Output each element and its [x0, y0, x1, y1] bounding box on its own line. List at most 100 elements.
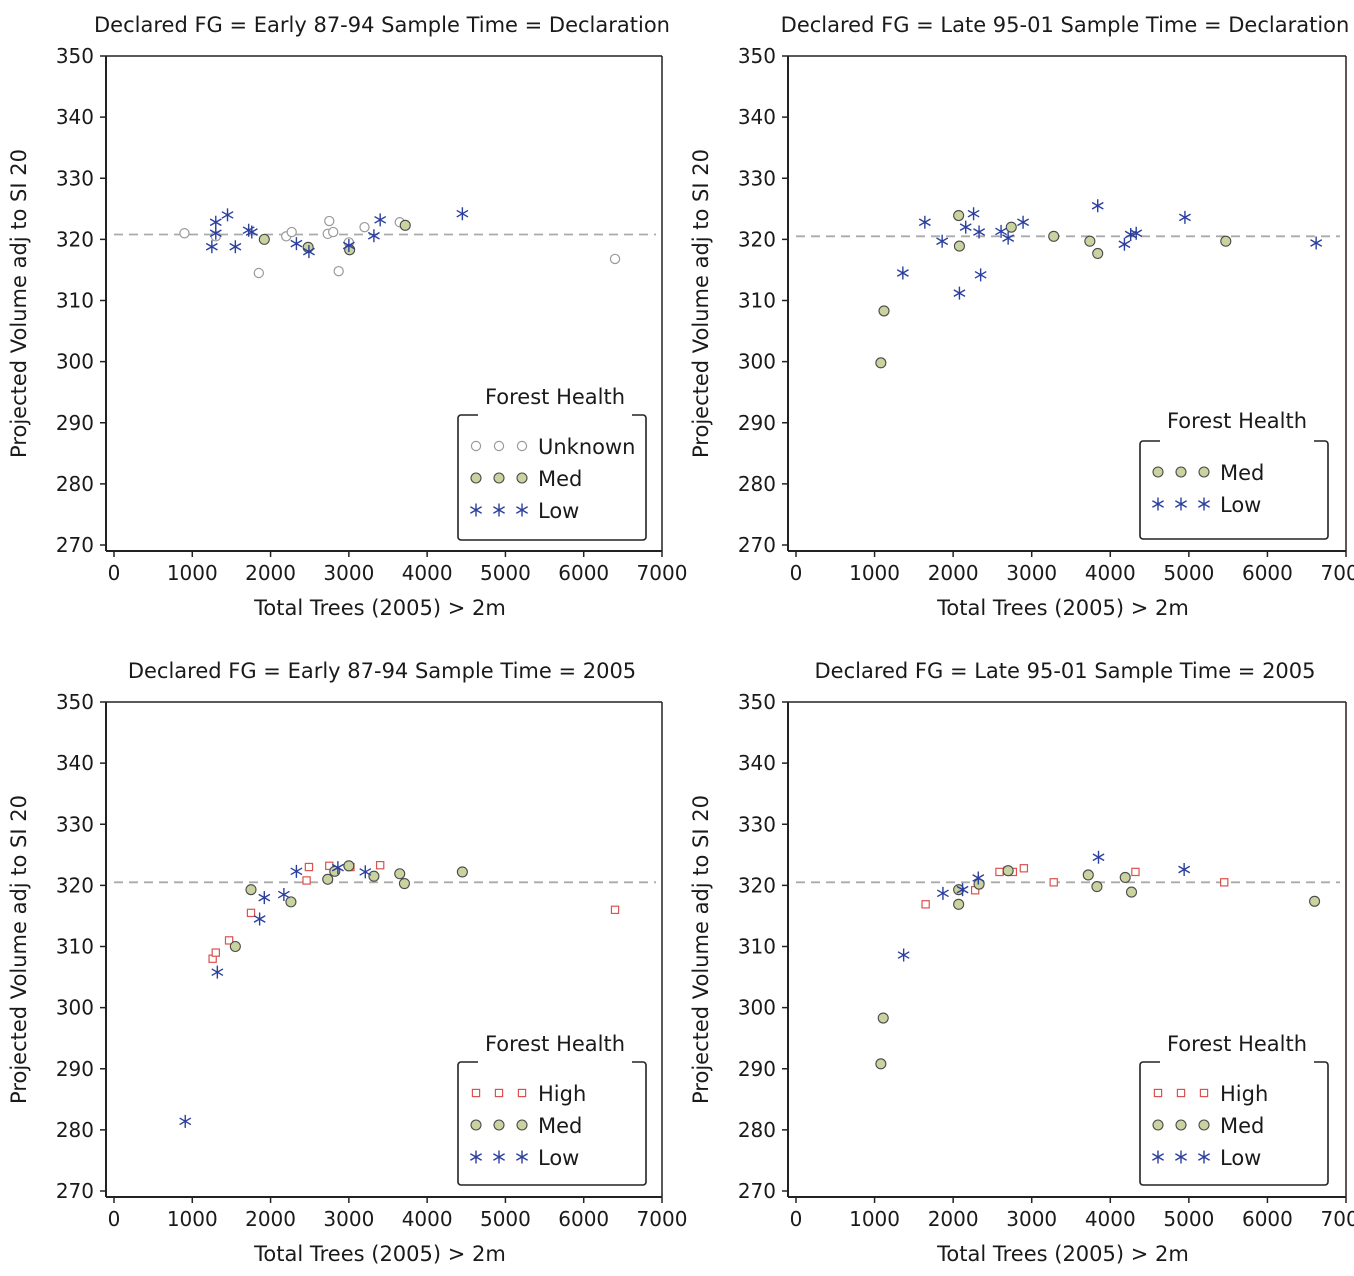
chart-1-point-unknown-shape: [179, 228, 190, 239]
chart-4-xtick-label: 0: [790, 1207, 803, 1231]
chart-2-point-low-shape: [967, 207, 980, 221]
chart-1-legend-marker-low-shape: [493, 503, 505, 517]
chart-2-point-med-shape: [1048, 230, 1060, 242]
chart-4-xtick-label: 2000: [928, 1207, 979, 1231]
chart-4-point-low: [956, 883, 969, 897]
chart-4-x-label: Total Trees (2005) > 2m: [936, 1242, 1189, 1266]
chart-1-point-unknown: [328, 226, 339, 238]
chart-1-xtick-label: 7000: [637, 561, 688, 585]
chart-1-legend-marker-unknown-shape: [470, 440, 482, 452]
chart-2-point-med-shape: [953, 209, 965, 222]
chart-2-ytick-label: 340: [738, 105, 776, 129]
chart-4-point-high-shape: [1131, 867, 1140, 877]
chart-4-legend-label-high: High: [1220, 1082, 1268, 1106]
chart-4-point-med: [1309, 895, 1321, 907]
chart-3-ytick-label: 290: [56, 1057, 94, 1081]
chart-3-point-low: [290, 864, 303, 878]
chart-4-ytick-label: 320: [738, 873, 776, 897]
chart-4-point-low: [897, 948, 910, 962]
chart-1-legend: Forest Health Unknown Med Low: [457, 385, 647, 541]
chart-1-ytick-label: 270: [56, 533, 94, 557]
chart-2-point-med-shape: [875, 357, 887, 369]
chart-4-point-low-shape: [956, 883, 969, 897]
chart-1-point-low: [290, 237, 303, 251]
chart-2-point-low-shape: [1002, 231, 1015, 245]
chart-2-point-med-shape: [1220, 235, 1232, 247]
chart-2-point-low: [973, 225, 986, 239]
chart-1-legend-marker-unknown-shape: [516, 440, 528, 452]
chart-3-point-med-shape: [285, 896, 297, 908]
chart-1-point-low-shape: [245, 225, 258, 239]
chart-4-ytick-label: 310: [738, 935, 776, 959]
chart-2-y-label: Projected Volume adj to SI 20: [689, 149, 713, 458]
chart-2-point-med: [953, 240, 965, 252]
chart-1-legend-label-unknown: Unknown: [538, 435, 635, 459]
chart-3-legend-marker-med: [470, 1119, 482, 1131]
chart-3-legend-marker-high: [517, 1088, 527, 1098]
chart-4-point-high-shape: [1049, 878, 1058, 887]
chart-2-ytick-label: 350: [738, 44, 776, 68]
chart-3-point-low-shape: [179, 1114, 192, 1128]
chart-4-point-high-shape: [1019, 864, 1029, 873]
chart-4-point-high-shape: [921, 900, 930, 909]
chart-3-point-low-shape: [258, 891, 271, 905]
chart-2-legend-marker-low: [1152, 497, 1164, 511]
chart-3-point-med-shape: [456, 866, 468, 878]
chart-2-point-low: [1002, 231, 1015, 245]
chart-4-point-med: [875, 1058, 887, 1070]
chart-4-point-med: [1082, 869, 1094, 881]
chart-2-ytick-label: 320: [738, 227, 776, 251]
chart-3-point-med-shape: [245, 884, 257, 896]
chart-2-point-med: [1005, 221, 1017, 233]
chart-3-xtick-label: 7000: [637, 1207, 688, 1231]
chart-2-title: Declared FG = Late 95-01 Sample Time = D…: [781, 13, 1350, 37]
chart-2-xtick-label: 5000: [1163, 561, 1214, 585]
chart-4-point-med: [1119, 871, 1131, 883]
chart-3-ytick-label: 320: [56, 873, 94, 897]
chart-3-point-med: [245, 884, 257, 896]
chart-1-xtick-label: 3000: [323, 561, 374, 585]
chart-2-xtick-label: 3000: [1006, 561, 1057, 585]
chart-4-point-low: [1092, 850, 1105, 864]
chart-1-xtick-label: 1000: [167, 561, 218, 585]
chart-3-legend-label-high: High: [538, 1082, 586, 1106]
chart-4-xtick-label: 3000: [1006, 1207, 1057, 1231]
chart-1-point-unknown: [286, 226, 297, 238]
chart-4-legend-label-med: Med: [1220, 1114, 1264, 1138]
chart-1-point-low-shape: [209, 226, 222, 240]
chart-2-ytick-label: 290: [738, 411, 776, 435]
chart-3-point-low: [277, 888, 290, 902]
chart-3-point-high-shape: [224, 936, 234, 945]
chart-4-point-med: [877, 1012, 889, 1024]
chart-3-xtick-label: 3000: [323, 1207, 374, 1231]
chart-2-xtick-label: 7000: [1321, 561, 1354, 585]
chart-2-point-low: [896, 266, 909, 280]
chart-3-point-high-shape: [246, 908, 256, 918]
chart-3-point-med: [343, 860, 355, 872]
chart-4-point-high: [1131, 867, 1140, 877]
chart-1-series-low: [205, 207, 469, 259]
chart-3-point-low: [331, 861, 344, 875]
chart-3-legend-marker-high-shape: [517, 1088, 527, 1098]
chart-4-legend-marker-high: [1176, 1088, 1186, 1098]
chart-3-ytick-label: 340: [56, 751, 94, 775]
chart-1-legend-marker-unknown: [470, 440, 482, 452]
chart-3-legend-marker-low-shape: [516, 1150, 528, 1164]
chart-4-point-med-shape: [1125, 886, 1138, 898]
chart-1-legend-marker-med-shape: [516, 472, 528, 484]
chart-2-ytick-label: 270: [738, 533, 776, 557]
chart-4-ytick-label: 340: [738, 751, 776, 775]
chart-1-point-low-shape: [456, 207, 469, 221]
chart-1-ytick-label: 350: [56, 44, 94, 68]
chart-2-point-low: [918, 215, 931, 229]
chart-3-xtick-label: 5000: [480, 1207, 531, 1231]
chart-2-legend: Forest Health Med Low: [1139, 409, 1329, 540]
chart-2-legend-marker-med: [1198, 466, 1210, 478]
chart-2-point-med: [878, 305, 890, 317]
chart-1-y-label: Projected Volume adj to SI 20: [7, 149, 31, 458]
chart-4-point-low-shape: [897, 948, 910, 962]
chart-2-point-low-shape: [953, 286, 966, 300]
chart-3-point-high-shape: [375, 861, 385, 870]
chart-1-point-low: [209, 226, 222, 240]
